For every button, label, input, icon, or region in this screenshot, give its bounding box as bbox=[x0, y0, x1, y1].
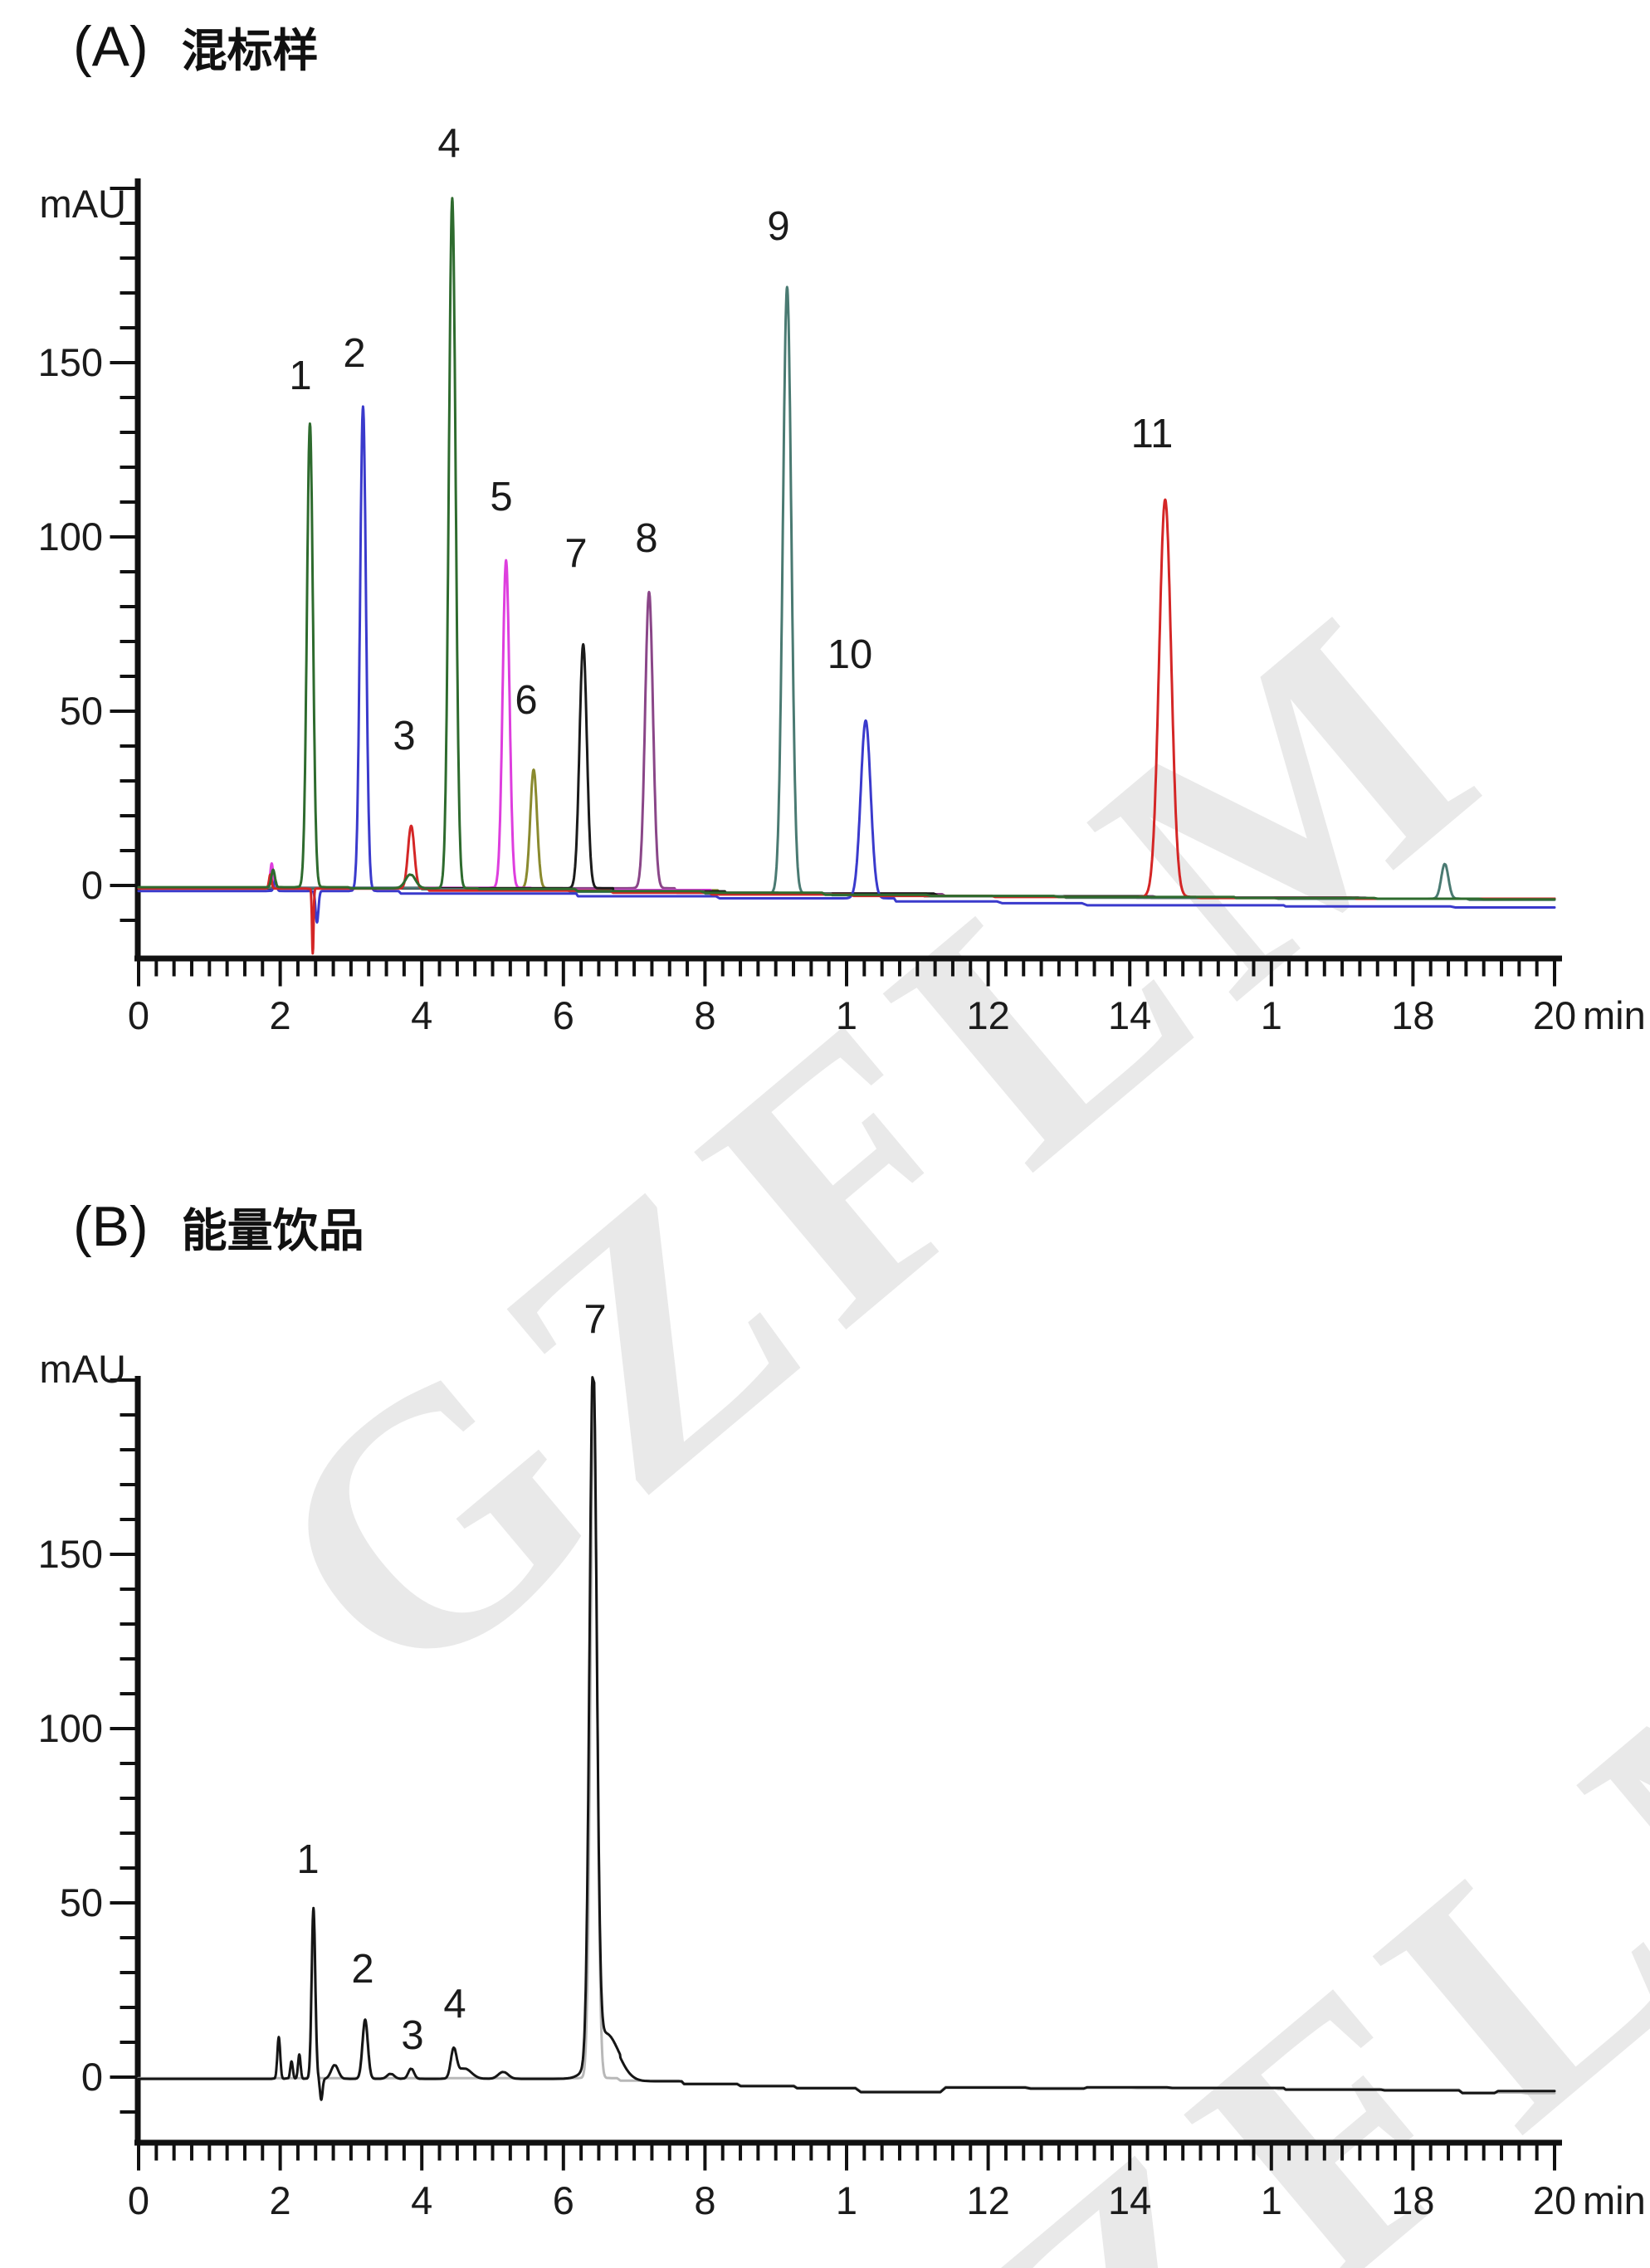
x-tick-label-a: 8 bbox=[694, 993, 715, 1037]
y-axis-unit-a: mAU bbox=[40, 182, 126, 226]
peak-label-b-4: 4 bbox=[443, 1982, 466, 2027]
y-tick-label-b: 100 bbox=[38, 1706, 103, 1750]
peak-label-b-1: 1 bbox=[296, 1837, 319, 1882]
y-tick-label-a: 100 bbox=[38, 515, 103, 558]
peak-label-a-4: 4 bbox=[437, 121, 460, 166]
x-tick-label-b: 18 bbox=[1391, 2178, 1434, 2222]
peak-label-a-6: 6 bbox=[515, 678, 537, 723]
x-tick-label-b: 0 bbox=[128, 2178, 149, 2222]
peak-label-a-11: 11 bbox=[1131, 412, 1174, 456]
y-tick-label-a: 150 bbox=[38, 340, 103, 384]
trace-a-olive bbox=[137, 768, 1556, 900]
x-tick-label-a: 18 bbox=[1391, 993, 1434, 1037]
x-tick-label-b: 8 bbox=[694, 2178, 715, 2222]
panel-a-name: 混标样 bbox=[181, 25, 319, 76]
x-tick-label-b: 6 bbox=[553, 2178, 574, 2222]
trace-a-blue bbox=[137, 405, 1556, 924]
panel-a-title: (A) 混标样 bbox=[73, 13, 319, 80]
peak-label-a-10: 10 bbox=[827, 632, 873, 677]
y-axis-unit-b: mAU bbox=[40, 1347, 126, 1391]
x-tick-label-b: 12 bbox=[966, 2178, 1009, 2222]
x-tick-label-a: 1 bbox=[836, 993, 857, 1037]
x-tick-label-b: 1 bbox=[836, 2178, 857, 2222]
peak-label-a-3: 3 bbox=[393, 714, 415, 758]
y-tick-label-a: 50 bbox=[60, 689, 103, 733]
trace-a-black bbox=[137, 642, 1556, 900]
trace-b-sample bbox=[137, 1376, 1556, 2101]
x-tick-label-b: 20 bbox=[1533, 2178, 1576, 2222]
x-tick-label-a: 4 bbox=[411, 993, 432, 1037]
y-tick-label-b: 150 bbox=[38, 1532, 103, 1576]
trace-a-magenta bbox=[137, 558, 1556, 900]
x-tick-label-a: 14 bbox=[1108, 993, 1151, 1037]
peak-label-a-1: 1 bbox=[289, 354, 311, 398]
x-tick-label-a: 1 bbox=[1261, 993, 1282, 1037]
x-tick-label-b: 4 bbox=[411, 2178, 432, 2222]
x-tick-label-a: 20 bbox=[1533, 993, 1576, 1037]
peak-label-b-3: 3 bbox=[401, 2013, 423, 2058]
trace-a-red bbox=[137, 498, 1556, 955]
x-tick-label-b: 1 bbox=[1261, 2178, 1282, 2222]
y-tick-label-b: 0 bbox=[81, 2055, 103, 2099]
y-tick-label-b: 50 bbox=[60, 1880, 103, 1924]
x-tick-label-a: 12 bbox=[966, 993, 1009, 1037]
peak-label-a-7: 7 bbox=[564, 531, 587, 576]
panel-a-letter: (A) bbox=[73, 15, 149, 78]
peak-label-a-5: 5 bbox=[490, 475, 512, 519]
panel-b-title: (B) 能量饮品 bbox=[73, 1193, 364, 1260]
peak-label-a-9: 9 bbox=[767, 204, 789, 249]
x-tick-label-a: 0 bbox=[128, 993, 149, 1037]
x-axis-unit-b: min bbox=[1583, 2178, 1646, 2222]
trace-a-green bbox=[137, 197, 1556, 901]
peak-label-b-7: 7 bbox=[583, 1297, 606, 1342]
peak-label-a-8: 8 bbox=[635, 516, 657, 561]
panel-b-name: 能量饮品 bbox=[181, 1205, 364, 1256]
panel-b-letter: (B) bbox=[73, 1195, 149, 1258]
peak-label-a-2: 2 bbox=[343, 331, 365, 376]
x-axis-unit-a: min bbox=[1583, 993, 1646, 1037]
x-tick-label-b: 2 bbox=[270, 2178, 291, 2222]
y-tick-label-a: 0 bbox=[81, 863, 103, 907]
trace-a-teal bbox=[137, 285, 1556, 901]
x-tick-label-b: 14 bbox=[1108, 2178, 1151, 2222]
peak-label-b-2: 2 bbox=[351, 1947, 373, 1992]
x-tick-label-a: 6 bbox=[553, 993, 574, 1037]
x-tick-label-a: 2 bbox=[270, 993, 291, 1037]
